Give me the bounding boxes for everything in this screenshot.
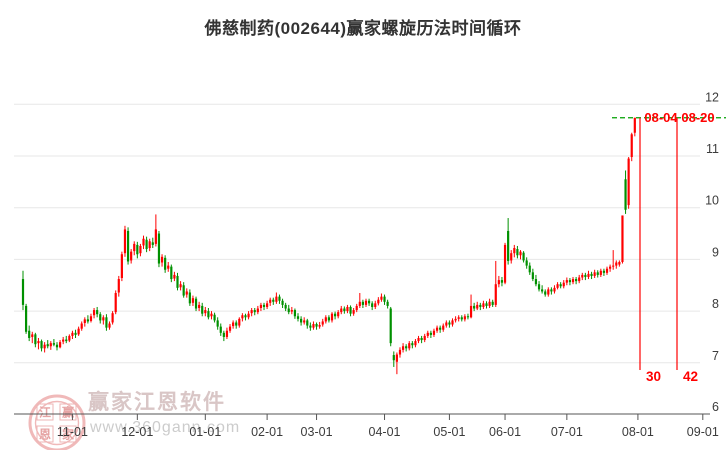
svg-text:12-01: 12-01 — [121, 425, 153, 439]
svg-text:07-01: 07-01 — [551, 425, 583, 439]
svg-text:12: 12 — [705, 90, 719, 104]
svg-text:9: 9 — [712, 245, 719, 259]
svg-text:03-01: 03-01 — [301, 425, 333, 439]
svg-text:11-01: 11-01 — [57, 425, 88, 439]
cycle-date-label: 08-04 — [644, 110, 678, 125]
y-axis-labels: 12 11 10 9 8 7 6 — [705, 90, 719, 414]
gridlines — [14, 103, 700, 364]
svg-text:家: 家 — [62, 427, 75, 442]
svg-text:02-01: 02-01 — [251, 425, 283, 439]
time-cycle-annotations: 08-04 08-20 30 42 — [612, 110, 726, 384]
watermark-stamp-icon: 江赢恩家 — [28, 394, 86, 450]
cycle-count-label: 30 — [646, 369, 661, 384]
svg-text:06-01: 06-01 — [489, 425, 521, 439]
svg-text:赢: 赢 — [62, 405, 74, 420]
svg-text:8: 8 — [712, 297, 719, 311]
page-title: 佛慈制药(002644)赢家螺旋历法时间循环 — [204, 19, 522, 38]
watermark-url-text: www.360gann.com — [89, 419, 240, 436]
candlestick-series — [21, 117, 636, 375]
svg-text:01-01: 01-01 — [189, 425, 221, 439]
watermark-logo-text: 赢家江恩软件 — [88, 390, 226, 414]
cycle-date-label: 08-20 — [681, 110, 714, 125]
svg-text:05-01: 05-01 — [433, 425, 465, 439]
svg-text:10: 10 — [705, 194, 719, 208]
cycle-count-label: 42 — [683, 369, 698, 384]
watermark: 江赢恩 家赢家江恩软件 www.360gann.com — [28, 390, 240, 450]
svg-text:08-01: 08-01 — [622, 425, 654, 439]
svg-text:09-01: 09-01 — [687, 425, 719, 439]
svg-text:6: 6 — [712, 400, 719, 414]
svg-text:11: 11 — [706, 142, 719, 156]
svg-text:恩: 恩 — [39, 427, 51, 442]
x-axis: 11-01 12-01 01-01 02-01 03-01 04-01 05-01 06-01… — [14, 413, 719, 439]
svg-text:江: 江 — [39, 405, 51, 420]
svg-text:7: 7 — [712, 349, 719, 363]
svg-text:04-01: 04-01 — [369, 425, 401, 439]
